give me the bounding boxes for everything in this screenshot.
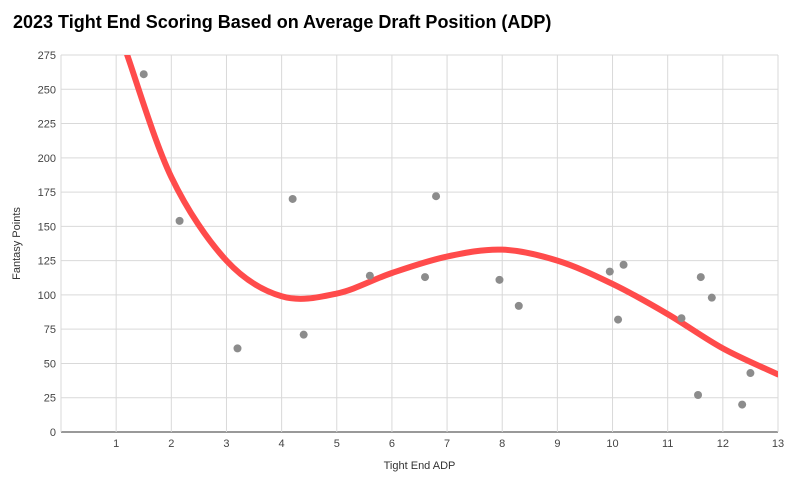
data-point [175, 216, 184, 225]
y-tick-label: 75 [44, 324, 56, 336]
y-tick-label: 250 [38, 84, 56, 96]
data-point [365, 271, 374, 280]
data-point [707, 293, 716, 302]
x-tick-label: 10 [606, 438, 618, 450]
data-point [696, 273, 705, 282]
data-point [299, 330, 308, 339]
data-point [139, 70, 148, 79]
data-point [694, 390, 703, 399]
data-point [233, 344, 242, 353]
grid-lines [60, 54, 779, 433]
data-point [738, 400, 747, 409]
y-tick-label: 25 [44, 393, 56, 405]
y-tick-label: 175 [38, 187, 56, 199]
data-point [495, 275, 504, 284]
x-tick-label: 13 [772, 438, 784, 450]
x-tick-label: 5 [334, 438, 340, 450]
data-point [677, 314, 686, 323]
x-tick-label: 8 [499, 438, 505, 450]
data-point [514, 301, 523, 310]
y-axis-label: Fantasy Points [11, 207, 23, 280]
y-tick-label: 275 [38, 50, 56, 62]
x-tick-label: 12 [717, 438, 729, 450]
y-tick-label: 125 [38, 256, 56, 268]
data-points [139, 70, 755, 409]
data-point [421, 273, 430, 282]
data-point [746, 369, 755, 378]
x-tick-label: 4 [279, 438, 285, 450]
x-tick-label: 1 [113, 438, 119, 450]
x-tick-label: 3 [223, 438, 229, 450]
y-tick-label: 0 [50, 427, 56, 439]
x-tick-label: 2 [168, 438, 174, 450]
data-point [619, 260, 628, 269]
y-tick-label: 100 [38, 290, 56, 302]
data-point [288, 194, 297, 203]
x-tick-label: 6 [389, 438, 395, 450]
x-tick-label: 9 [554, 438, 560, 450]
y-tick-label: 50 [44, 358, 56, 370]
trendline-group [124, 55, 778, 378]
x-axis-label: Tight End ADP [384, 460, 456, 472]
x-tick-label: 11 [662, 438, 673, 450]
data-point [432, 192, 441, 201]
data-point [605, 267, 614, 276]
y-tick-label: 225 [38, 119, 56, 131]
x-tick-label: 7 [444, 438, 450, 450]
y-tick-label: 150 [38, 221, 56, 233]
y-tick-label: 200 [38, 153, 56, 165]
chart-title: 2023 Tight End Scoring Based on Average … [13, 12, 552, 32]
trendline [124, 55, 778, 378]
data-point [614, 315, 623, 324]
